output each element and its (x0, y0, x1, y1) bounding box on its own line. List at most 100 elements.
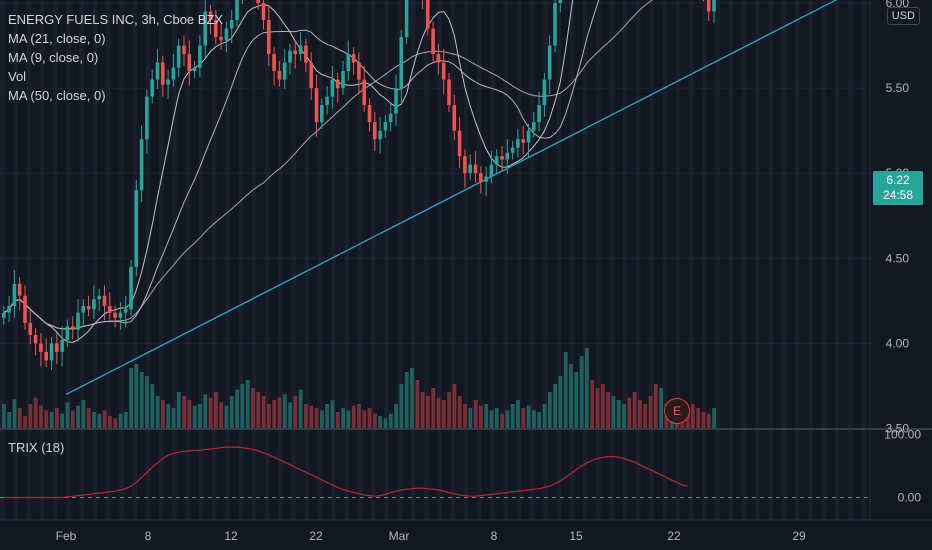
candle-body[interactable] (473, 164, 478, 174)
candle-body[interactable] (123, 309, 128, 313)
candle-body[interactable] (399, 37, 404, 89)
candle-body[interactable] (76, 312, 80, 330)
candle-body[interactable] (330, 79, 335, 97)
candle-body[interactable] (33, 334, 38, 344)
candle-body[interactable] (70, 326, 75, 330)
candle-body[interactable] (97, 295, 101, 300)
candle-body[interactable] (118, 312, 123, 318)
candle-body[interactable] (272, 54, 276, 72)
candle-body[interactable] (441, 62, 446, 80)
legend-ma21[interactable]: MA (21, close, 0) (8, 31, 106, 46)
candle-body[interactable] (44, 351, 48, 361)
candle-body[interactable] (108, 305, 112, 313)
candle-body[interactable] (357, 62, 361, 80)
candle-body[interactable] (60, 339, 64, 352)
candle-body[interactable] (298, 45, 303, 55)
candle-body[interactable] (219, 37, 223, 41)
candle-body[interactable] (532, 122, 536, 131)
candle-body[interactable] (537, 105, 541, 123)
candle-body[interactable] (134, 190, 139, 267)
candle-body[interactable] (304, 45, 308, 63)
candle-body[interactable] (510, 147, 515, 153)
candle-body[interactable] (203, 11, 207, 46)
candle-body[interactable] (7, 305, 11, 313)
candle-body[interactable] (558, 0, 563, 3)
candle-body[interactable] (113, 312, 117, 318)
candle-body[interactable] (267, 20, 271, 55)
candle-body[interactable] (81, 305, 86, 313)
candle-body[interactable] (145, 96, 149, 140)
candle-body[interactable] (166, 79, 170, 85)
candle-body[interactable] (224, 28, 229, 41)
candle-body[interactable] (28, 322, 33, 335)
candle-body[interactable] (479, 173, 483, 182)
candle-body[interactable] (712, 0, 716, 12)
candle-body[interactable] (335, 79, 340, 89)
candle-body[interactable] (431, 28, 435, 55)
candle-body[interactable] (484, 176, 488, 182)
candle-body[interactable] (489, 164, 494, 177)
candle-body[interactable] (436, 54, 441, 63)
legend-volume[interactable]: Vol (8, 69, 27, 84)
candle-body[interactable] (92, 299, 96, 310)
candle-body[interactable] (229, 20, 234, 29)
candle-body[interactable] (277, 71, 282, 80)
candle-body[interactable] (86, 305, 91, 310)
candle-body[interactable] (341, 71, 345, 89)
candle-body[interactable] (394, 88, 398, 114)
candle-body[interactable] (192, 67, 197, 72)
candle-body[interactable] (314, 88, 319, 123)
candle-body[interactable] (388, 113, 393, 123)
legend-ma50[interactable]: MA (50, close, 0) (8, 88, 106, 103)
candle-body[interactable] (447, 79, 451, 106)
candle-body[interactable] (516, 139, 520, 148)
candle-body[interactable] (494, 156, 499, 165)
earnings-marker[interactable]: E (664, 398, 690, 424)
candles[interactable] (2, 0, 716, 370)
legend-title[interactable]: ENERGY FUELS INC, 3h, Cboe BZX (8, 12, 224, 27)
candle-body[interactable] (176, 45, 181, 68)
legend-ma9[interactable]: MA (9, close, 0) (8, 50, 99, 65)
candle-body[interactable] (500, 156, 504, 160)
candle-body[interactable] (55, 343, 59, 352)
candle-body[interactable] (187, 54, 192, 72)
trix-label[interactable]: TRIX (18) (8, 440, 65, 455)
candle-body[interactable] (351, 54, 356, 63)
candle-body[interactable] (208, 11, 213, 21)
candle-body[interactable] (325, 96, 329, 106)
candle-body[interactable] (288, 50, 292, 63)
candle-body[interactable] (505, 152, 510, 160)
candle-body[interactable] (261, 3, 266, 21)
candle-body[interactable] (2, 312, 6, 318)
candle-body[interactable] (139, 139, 144, 191)
trend-line[interactable] (65, 0, 870, 396)
candle-body[interactable] (12, 283, 17, 306)
candle-body[interactable] (373, 122, 377, 140)
candle-body[interactable] (463, 156, 467, 174)
candle-body[interactable] (383, 122, 388, 131)
candle-body[interactable] (457, 130, 462, 157)
candle-body[interactable] (426, 0, 430, 29)
candle-body[interactable] (150, 79, 154, 97)
candle-body[interactable] (468, 164, 472, 174)
candle-body[interactable] (542, 79, 547, 106)
candle-body[interactable] (553, 3, 557, 46)
candle-body[interactable] (235, 0, 239, 21)
candle-body[interactable] (49, 343, 54, 361)
candle-body[interactable] (161, 62, 165, 85)
currency-button[interactable]: USD (886, 7, 920, 25)
time-axis[interactable]: Feb 8 12 22 Mar 8 15 22 29 (56, 529, 806, 543)
candle-body[interactable] (129, 266, 133, 310)
candle-body[interactable] (102, 295, 107, 306)
candle-body[interactable] (155, 62, 160, 80)
candle-body[interactable] (526, 130, 531, 143)
candle-body[interactable] (547, 45, 552, 80)
candle-body[interactable] (256, 0, 260, 3)
candle-body[interactable] (521, 139, 525, 143)
candle-body[interactable] (367, 105, 372, 123)
candle-body[interactable] (378, 130, 382, 140)
candle-body[interactable] (293, 50, 298, 55)
candle-body[interactable] (182, 45, 186, 55)
candle-body[interactable] (404, 0, 409, 38)
